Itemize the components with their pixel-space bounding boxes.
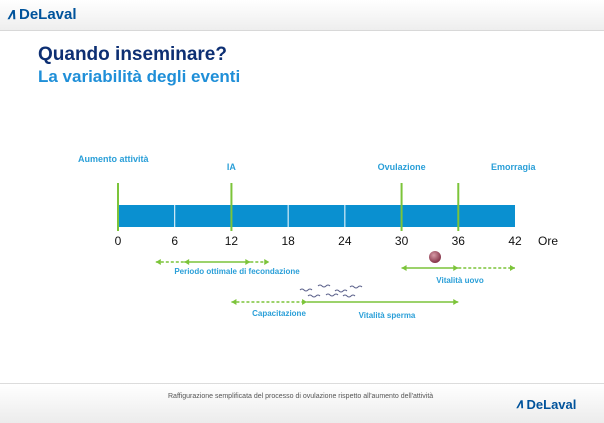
arrow-head [401, 265, 407, 271]
delaval-logo-icon: ∧ [515, 396, 525, 411]
brand-logo: ∧ DeLaval [6, 5, 77, 24]
arrow-head [245, 259, 251, 265]
sperm-icon [342, 294, 356, 298]
tick-label: 24 [338, 234, 352, 248]
footer-logo: ∧ DeLaval [515, 396, 576, 412]
event-label: IA [227, 162, 237, 172]
arrow-head [302, 299, 308, 305]
delaval-logo-icon: ∧ [6, 6, 17, 23]
arrow-head [184, 259, 190, 265]
period-label-sperm: Vitalità sperma [359, 311, 416, 320]
event-label: Ovulazione [378, 162, 426, 172]
footer-caption: Raffigurazione semplificata del processo… [168, 393, 434, 400]
egg-icon [429, 251, 441, 263]
arrow-head [155, 259, 161, 265]
tick-label: 42 [508, 234, 522, 248]
sperm-icon [307, 294, 321, 298]
sperm-icon [299, 288, 313, 292]
tick-label: 12 [225, 234, 239, 248]
sperm-icon [334, 289, 348, 293]
period-label-egg: Vitalità uovo [436, 276, 484, 285]
arrow-head [510, 265, 515, 271]
sperm-icon [349, 285, 363, 289]
tick-label: 30 [395, 234, 409, 248]
tick-label: 18 [281, 234, 295, 248]
axis-unit-label: Ore [538, 234, 558, 248]
tick-label: 0 [115, 234, 122, 248]
tick-label: 36 [452, 234, 466, 248]
tick-label: 6 [171, 234, 178, 248]
arrow-head [231, 299, 237, 305]
slide-subtitle: La variabilità degli eventi [38, 67, 241, 86]
arrow-head [264, 259, 270, 265]
brand-name: DeLaval [18, 5, 77, 23]
timeline-bar [118, 205, 515, 227]
period-label-fertilization: Periodo ottimale di fecondazione [174, 267, 300, 276]
footer-bar [0, 383, 604, 423]
event-label: Aumento attività [78, 154, 150, 164]
arrow-head [453, 265, 459, 271]
event-label: Emorragia [491, 162, 537, 172]
footer-brand-name: DeLaval [526, 396, 577, 412]
sperm-icon [325, 293, 339, 297]
arrow-head [453, 299, 459, 305]
header-bar [0, 0, 604, 31]
period-label-capacitation: Capacitazione [252, 309, 306, 318]
slide-title: Quando inseminare? [38, 44, 227, 65]
sperm-icon [317, 284, 331, 288]
